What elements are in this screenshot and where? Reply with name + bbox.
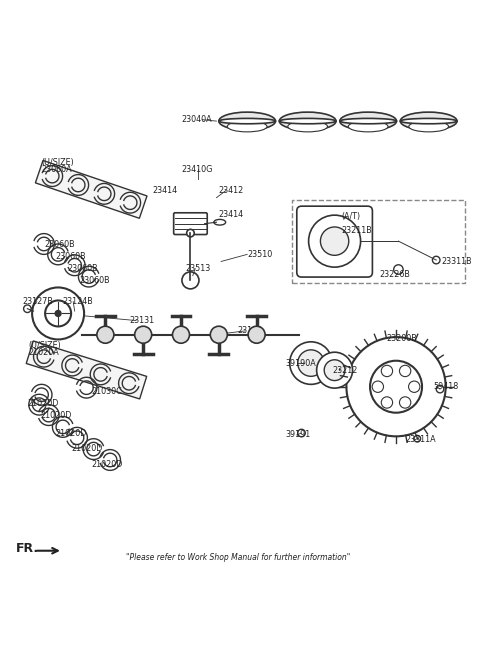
Ellipse shape [409,121,448,132]
Ellipse shape [340,118,396,124]
Ellipse shape [348,121,388,132]
Text: FR.: FR. [15,542,39,555]
Circle shape [414,436,420,442]
Circle shape [399,365,411,377]
Circle shape [339,252,346,259]
Text: 23510: 23510 [247,250,273,259]
Text: 23060B: 23060B [56,252,86,261]
Circle shape [370,361,422,412]
Circle shape [381,365,393,377]
Circle shape [309,215,360,267]
Circle shape [182,272,199,289]
Text: 23060A: 23060A [42,165,72,174]
Text: 23513: 23513 [186,264,211,273]
Circle shape [321,227,349,255]
Text: 21020D: 21020D [91,460,122,469]
Text: 21030C: 21030C [91,387,122,396]
Ellipse shape [279,112,336,130]
Circle shape [372,381,384,393]
Circle shape [394,265,403,274]
Ellipse shape [288,121,327,132]
Text: (U/SIZE): (U/SIZE) [42,158,74,167]
Text: 23131: 23131 [129,316,154,325]
Text: 23311A: 23311A [406,435,436,444]
Circle shape [408,381,420,393]
Text: 23410G: 23410G [181,165,212,174]
FancyBboxPatch shape [297,206,372,277]
Circle shape [24,305,31,313]
Circle shape [172,326,190,343]
Circle shape [323,252,330,259]
Text: 39191: 39191 [285,430,310,440]
Text: 23226B: 23226B [380,270,410,279]
Ellipse shape [214,219,226,225]
Ellipse shape [219,118,276,124]
Text: 23200B: 23200B [386,334,417,343]
Circle shape [45,300,71,327]
Ellipse shape [340,112,396,130]
Circle shape [135,326,152,343]
Text: 21020D: 21020D [56,430,87,438]
Text: 59418: 59418 [434,382,459,391]
Text: 23414: 23414 [153,186,178,195]
Ellipse shape [400,112,457,130]
Circle shape [315,238,322,244]
Text: 39190A: 39190A [285,358,316,368]
Text: 21020D: 21020D [72,444,103,453]
Ellipse shape [228,121,267,132]
Polygon shape [26,341,147,399]
Circle shape [248,326,265,343]
Text: 23110: 23110 [238,327,263,335]
Text: 23311B: 23311B [441,257,471,266]
Circle shape [187,229,194,237]
Circle shape [399,397,411,408]
Text: "Please refer to Work Shop Manual for further information": "Please refer to Work Shop Manual for fu… [126,553,350,562]
Circle shape [56,311,60,316]
Ellipse shape [400,118,457,124]
Circle shape [432,256,440,264]
Circle shape [210,326,228,343]
Text: 23060B: 23060B [79,276,110,285]
Text: 23060B: 23060B [44,240,74,249]
Ellipse shape [219,112,276,130]
Text: 23060B: 23060B [68,264,98,273]
Text: (U/SIZE): (U/SIZE) [29,341,61,350]
Circle shape [290,342,332,384]
Circle shape [298,350,324,376]
Text: 23040A: 23040A [181,115,212,124]
Circle shape [347,337,445,436]
FancyBboxPatch shape [174,213,207,234]
Circle shape [339,224,346,230]
Text: 23412: 23412 [219,186,244,195]
Text: 23127B: 23127B [23,297,54,306]
Text: 23211B: 23211B [342,226,372,235]
Circle shape [323,224,330,230]
Circle shape [317,352,352,388]
FancyBboxPatch shape [292,200,465,282]
Text: 23212: 23212 [332,366,358,375]
Ellipse shape [279,118,336,124]
Circle shape [324,360,345,381]
Circle shape [436,385,444,393]
Circle shape [32,288,84,339]
Circle shape [381,397,393,408]
Text: 21020D: 21020D [40,411,72,420]
Text: 21020D: 21020D [27,399,59,408]
Circle shape [97,326,114,343]
Text: 21020A: 21020A [29,348,60,356]
Text: (A/T): (A/T) [342,212,361,221]
Circle shape [298,429,305,437]
Circle shape [348,238,354,244]
Polygon shape [36,160,147,218]
Text: 23414: 23414 [219,210,244,218]
Text: 23124B: 23124B [63,297,94,306]
